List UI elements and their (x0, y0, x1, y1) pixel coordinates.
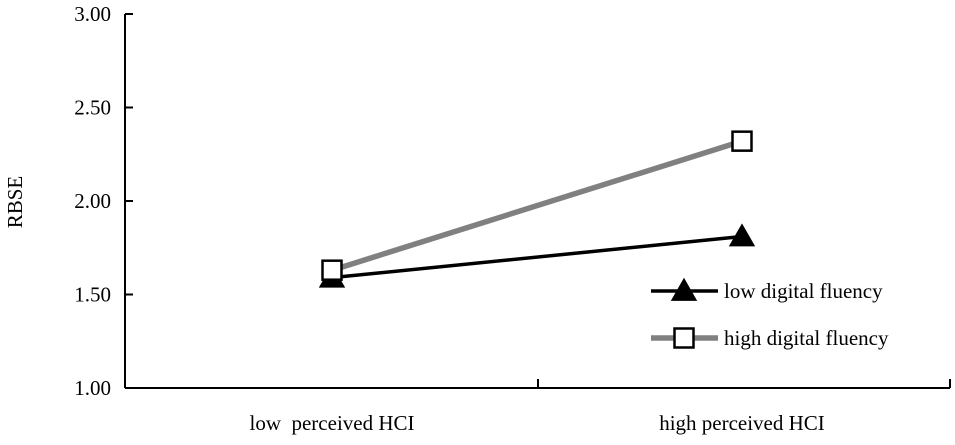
y-tick-label: 1.50 (74, 283, 111, 307)
y-tick-label: 1.00 (74, 376, 111, 400)
y-axis-title: RBSE (3, 176, 27, 229)
square-marker (731, 130, 753, 152)
y-tick-label: 2.50 (74, 96, 111, 120)
x-tick-label: high perceived HCI (659, 411, 825, 435)
square-marker (673, 327, 695, 349)
legend-label: low digital fluency (724, 279, 883, 303)
triangle-marker (728, 223, 756, 247)
y-tick-label: 2.00 (74, 189, 111, 213)
axes: 1.00 1.50 2.00 2.50 3.00 low perceived HCI hig… (74, 2, 951, 435)
triangle-marker (670, 277, 698, 301)
series-line (331, 138, 743, 273)
x-tick-label: low perceived HCI (249, 411, 414, 435)
series-high-digital-fluency (321, 130, 753, 281)
square-marker (321, 259, 343, 281)
legend: low digital fluency high digital fluency (651, 277, 889, 350)
legend-item: high digital fluency (651, 326, 889, 350)
series-line (331, 234, 743, 280)
legend-label: high digital fluency (724, 326, 889, 350)
y-tick-label: 3.00 (74, 2, 111, 26)
series-layer (318, 130, 756, 288)
legend-item: low digital fluency (651, 277, 883, 303)
